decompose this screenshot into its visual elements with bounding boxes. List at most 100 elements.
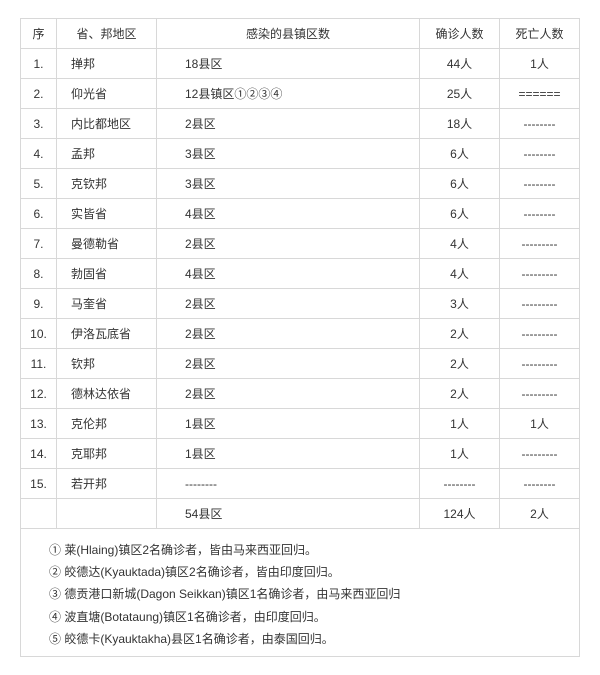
col-death: 死亡人数 [500,19,580,49]
cell-infected: 18县区 [157,49,420,79]
cell-confirmed: 124人 [420,499,500,529]
cell-infected: 2县区 [157,319,420,349]
footnote-line: ② 皎德达(Kyauktada)镇区2名确诊者，皆由印度回归。 [49,561,567,583]
cell-seq: 8. [21,259,57,289]
cell-infected: 4县区 [157,259,420,289]
cell-seq: 4. [21,139,57,169]
cell-seq: 3. [21,109,57,139]
table-row: 5.克钦邦3县区6人-------- [21,169,580,199]
infection-table: 序 省、邦地区 感染的县镇区数 确诊人数 死亡人数 1.掸邦18县区44人1人2… [20,18,580,529]
cell-infected: 2县区 [157,349,420,379]
header-row: 序 省、邦地区 感染的县镇区数 确诊人数 死亡人数 [21,19,580,49]
table-row: 13.克伦邦1县区1人1人 [21,409,580,439]
footnote-line: ⑤ 皎德卡(Kyauktakha)县区1名确诊者，由泰国回归。 [49,628,567,650]
cell-death: --------- [500,439,580,469]
cell-confirmed: 4人 [420,259,500,289]
table-row: 6.实皆省4县区6人-------- [21,199,580,229]
cell-confirmed: 3人 [420,289,500,319]
cell-confirmed: 18人 [420,109,500,139]
cell-confirmed: 6人 [420,169,500,199]
cell-region: 德林达依省 [57,379,157,409]
cell-infected: 3县区 [157,169,420,199]
cell-infected: 2县区 [157,289,420,319]
cell-region: 伊洛瓦底省 [57,319,157,349]
cell-region: 内比都地区 [57,109,157,139]
cell-seq [21,499,57,529]
cell-seq: 13. [21,409,57,439]
cell-confirmed: 2人 [420,379,500,409]
table-row: 15.若开邦------------------------ [21,469,580,499]
cell-confirmed: 1人 [420,439,500,469]
cell-confirmed: 44人 [420,49,500,79]
cell-death: 2人 [500,499,580,529]
cell-infected: 2县区 [157,379,420,409]
cell-death: -------- [500,199,580,229]
cell-death: --------- [500,379,580,409]
table-row: 12.德林达依省2县区2人--------- [21,379,580,409]
cell-death: -------- [500,469,580,499]
cell-region: 克耶邦 [57,439,157,469]
cell-death: -------- [500,139,580,169]
cell-death: ====== [500,79,580,109]
cell-region: 钦邦 [57,349,157,379]
table-body: 1.掸邦18县区44人 1人 2.仰光省12县镇区①②③④25人======3.内比… [21,49,580,529]
col-seq: 序 [21,19,57,49]
cell-confirmed: 1人 [420,409,500,439]
col-infected: 感染的县镇区数 [157,19,420,49]
footnote-line: ④ 波直塘(Botataung)镇区1名确诊者，由印度回归。 [49,606,567,628]
cell-region [57,499,157,529]
table-row: 8.勃固省4县区4人--------- [21,259,580,289]
footnote-line: ③ 德贡港口新城(Dagon Seikkan)镇区1名确诊者，由马来西亚回归 [49,583,567,605]
table-row: 2.仰光省12县镇区①②③④25人====== [21,79,580,109]
cell-seq: 5. [21,169,57,199]
cell-death: --------- [500,259,580,289]
cell-region: 曼德勒省 [57,229,157,259]
table-row: 4.孟邦3县区6人-------- [21,139,580,169]
cell-region: 勃固省 [57,259,157,289]
footnote-line: ① 莱(Hlaing)镇区2名确诊者，皆由马来西亚回归。 [49,539,567,561]
cell-seq: 11. [21,349,57,379]
cell-seq: 1. [21,49,57,79]
cell-infected: 1县区 [157,409,420,439]
cell-infected: -------- [157,469,420,499]
cell-death: -------- [500,169,580,199]
cell-region: 克伦邦 [57,409,157,439]
cell-region: 克钦邦 [57,169,157,199]
cell-region: 仰光省 [57,79,157,109]
cell-death: --------- [500,349,580,379]
cell-infected: 54县区 [157,499,420,529]
total-row: 54县区124人2人 [21,499,580,529]
cell-death: --------- [500,319,580,349]
cell-seq: 15. [21,469,57,499]
table-row: 14.克耶邦1县区1人--------- [21,439,580,469]
cell-confirmed: 25人 [420,79,500,109]
cell-region: 实皆省 [57,199,157,229]
cell-death: --------- [500,289,580,319]
cell-seq: 12. [21,379,57,409]
cell-region: 马奎省 [57,289,157,319]
cell-infected: 1县区 [157,439,420,469]
cell-seq: 14. [21,439,57,469]
cell-region: 掸邦 [57,49,157,79]
cell-death: --------- [500,229,580,259]
cell-infected: 12县镇区①②③④ [157,79,420,109]
cell-region: 孟邦 [57,139,157,169]
cell-infected: 4县区 [157,199,420,229]
cell-seq: 10. [21,319,57,349]
table-row: 7.曼德勒省2县区4人--------- [21,229,580,259]
table-row: 10.伊洛瓦底省2县区2人--------- [21,319,580,349]
cell-confirmed: 2人 [420,349,500,379]
cell-confirmed: -------- [420,469,500,499]
cell-death: 1人 [500,409,580,439]
footnotes: ① 莱(Hlaing)镇区2名确诊者，皆由马来西亚回归。② 皎德达(Kyaukt… [20,529,580,657]
cell-seq: 9. [21,289,57,319]
table-row: 9.马奎省2县区3人--------- [21,289,580,319]
cell-seq: 7. [21,229,57,259]
col-region: 省、邦地区 [57,19,157,49]
col-confirmed: 确诊人数 [420,19,500,49]
cell-confirmed: 6人 [420,199,500,229]
cell-confirmed: 4人 [420,229,500,259]
cell-region: 若开邦 [57,469,157,499]
cell-seq: 6. [21,199,57,229]
table-row: 11.钦邦2县区2人--------- [21,349,580,379]
